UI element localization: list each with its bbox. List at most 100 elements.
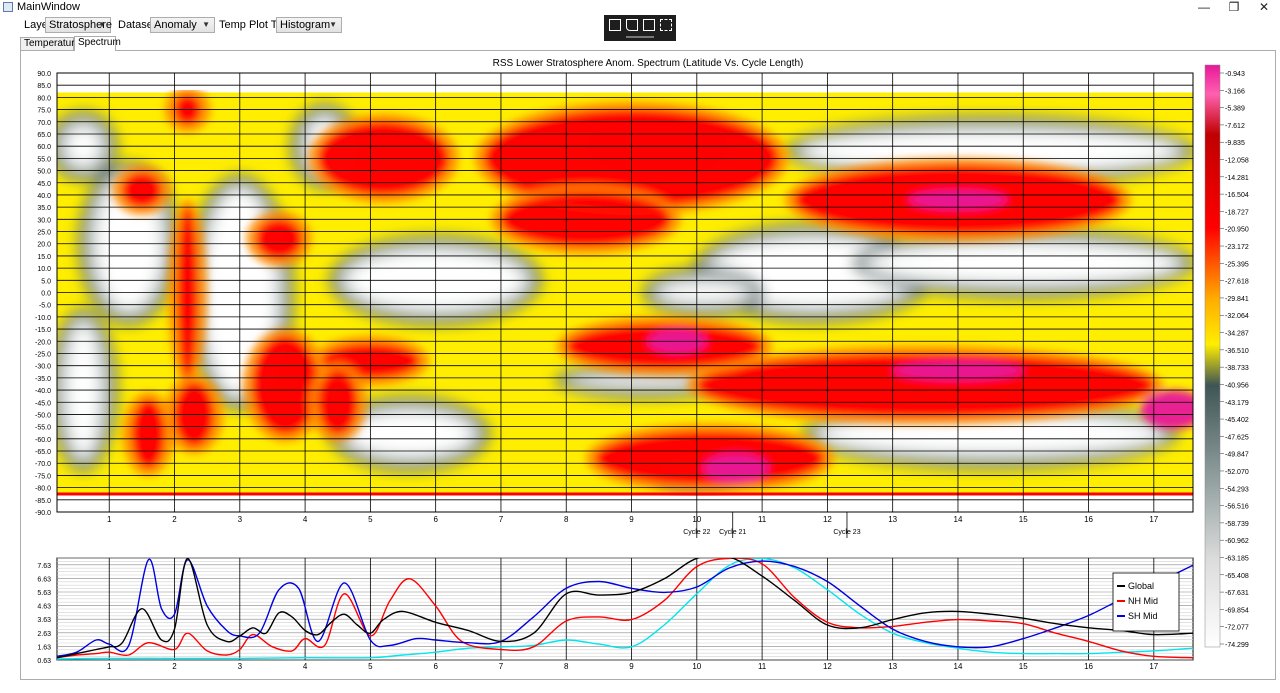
colorbar-label: -54.293 [1225, 486, 1249, 493]
line-chart-y-tick-label: 1.63 [37, 644, 51, 651]
layer-select-value: Stratosphere [49, 19, 112, 31]
heatmap-y-tick-label: 0.0 [41, 291, 51, 298]
cycle-markers: Cycle 22 Cycle 21 Cycle 23 [683, 512, 861, 538]
toolbar-grip[interactable] [626, 36, 654, 38]
tab-temperature[interactable]: Temperature [20, 37, 80, 50]
heatmap-x-tick-label: 6 [433, 515, 438, 524]
chevron-down-icon: ▼ [329, 20, 337, 29]
colorbar-label: -38.733 [1225, 365, 1249, 372]
warm-blob [696, 353, 1154, 417]
heatmap-y-tick-label: -90.0 [35, 510, 51, 517]
colorbar-label: -29.841 [1225, 296, 1249, 303]
colorbar-label: -23.172 [1225, 244, 1249, 251]
colorbar-labels: -0.943 -3.166 -5.389 -7.612 -9.835 -12.058 -14… [1220, 71, 1249, 649]
heatmap-y-tick-label: 40.0 [37, 193, 51, 200]
line-chart-x-tick-label: 1 [107, 662, 112, 671]
colorbar-label: -9.835 [1225, 140, 1245, 147]
heatmap-y-tick-label: -15.0 [35, 327, 51, 334]
line-chart-y-tick-label: 6.63 [37, 576, 51, 583]
heatmap-y-tick-label: 85.0 [37, 83, 51, 90]
colorbar-label: -47.625 [1225, 434, 1249, 441]
cycle-marker-label: Cycle 22 [683, 529, 710, 536]
restore-button[interactable]: ❐ [1228, 0, 1240, 14]
colorbar-label: -60.962 [1225, 538, 1249, 545]
charts-svg: RSS Lower Stratosphere Anom. Spectrum (L… [35, 58, 1249, 671]
line-chart-y-tick-label: 2.63 [37, 631, 51, 638]
layer-select[interactable]: Stratosphere ▼ [45, 17, 112, 33]
line-chart-x-tick-label: 9 [629, 662, 634, 671]
line-chart-x-tick-label: 10 [692, 662, 701, 671]
colorbar-label: -18.727 [1225, 209, 1249, 216]
export-icon[interactable] [609, 19, 621, 31]
select-icon[interactable] [626, 19, 638, 31]
colorbar-label: -49.847 [1225, 452, 1249, 459]
warm-blob [252, 336, 319, 434]
heatmap-x-tick-label: 12 [823, 515, 832, 524]
line-chart-y-tick-label: 3.63 [37, 617, 51, 624]
heatmap-y-tick-label: -35.0 [35, 376, 51, 383]
legend-label: NH Mid [1128, 596, 1158, 606]
heatmap-y-tick-label: 35.0 [37, 205, 51, 212]
colorbar-label: -58.739 [1225, 521, 1249, 528]
heatmap-x-tick-label: 5 [368, 515, 373, 524]
line-chart-x-tick-label: 8 [564, 662, 569, 671]
colorbar-label: -25.395 [1225, 261, 1249, 268]
colorbar-label: -27.618 [1225, 279, 1249, 286]
colorbar-label: -69.854 [1225, 607, 1249, 614]
line-chart-x-tick-label: 6 [433, 662, 438, 671]
heatmap-x-tick-label: 16 [1084, 515, 1093, 524]
line-chart-grid [56, 557, 1194, 661]
cool-blob-core [349, 414, 470, 454]
colorbar-label: -16.504 [1225, 192, 1249, 199]
colorbar-label: -5.389 [1225, 106, 1245, 113]
heatmap-x-tick-label: 17 [1149, 515, 1158, 524]
cursor-plot-icon[interactable] [660, 19, 672, 31]
heatmap-x-tick-label: 11 [758, 515, 767, 524]
heatmap-y-tick-label: -30.0 [35, 364, 51, 371]
series-unlabeled-line [57, 558, 1193, 660]
heatmap-x-tick-label: 4 [303, 515, 308, 524]
heatmap-title: RSS Lower Stratosphere Anom. Spectrum (L… [493, 58, 804, 69]
colorbar-label: -36.510 [1225, 348, 1249, 355]
line-chart-y-axis: 7.63 6.63 5.63 4.63 3.63 2.63 1.63 0.63 [37, 563, 51, 665]
line-chart-y-tick-label: 0.63 [37, 658, 51, 665]
colorbar-label: -56.516 [1225, 504, 1249, 511]
line-chart-legend: Global NH Mid SH Mid [1112, 572, 1180, 632]
floating-chart-toolbar [604, 15, 676, 41]
line-chart-x-tick-label: 13 [888, 662, 897, 671]
cool-blob-core [806, 134, 1175, 168]
colorbar-label: -14.281 [1225, 175, 1249, 182]
heatmap-grid [56, 72, 1194, 513]
line-chart-x-axis: 1 2 3 4 5 6 7 8 9 10 11 12 13 14 15 16 17 [107, 662, 1159, 671]
line-chart-series [57, 558, 1193, 660]
plot-type-select[interactable]: Histogram ▼ [276, 17, 342, 33]
heatmap-x-tick-label: 13 [888, 515, 897, 524]
colorbar-label: -74.299 [1225, 642, 1249, 649]
heatmap-y-tick-label: 80.0 [37, 95, 51, 102]
heatmap-y-tick-label: 65.0 [37, 132, 51, 139]
heatmap-y-tick-label: -80.0 [35, 486, 51, 493]
heatmap-x-tick-label: 8 [564, 515, 569, 524]
legend-label: SH Mid [1128, 611, 1158, 621]
heatmap-y-tick-label: 5.0 [41, 278, 51, 285]
heatmap-x-tick-label: 9 [629, 515, 634, 524]
heatmap-y-tick-label: 75.0 [37, 108, 51, 115]
heatmap-y-tick-label: 30.0 [37, 217, 51, 224]
line-chart-x-tick-label: 14 [954, 662, 963, 671]
close-button[interactable]: ✕ [1258, 0, 1270, 14]
dataset-select[interactable]: Anomaly ▼ [150, 17, 215, 33]
heatmap-surface [57, 90, 1193, 496]
cool-blob-core [823, 417, 1159, 451]
line-chart-x-tick-label: 3 [238, 662, 243, 671]
line-chart-x-tick-label: 11 [758, 662, 767, 671]
series-sh-mid-line [57, 558, 1193, 657]
heatmap-y-tick-label: -25.0 [35, 351, 51, 358]
line-chart-x-tick-label: 5 [368, 662, 373, 671]
minimize-button[interactable]: — [1198, 0, 1210, 14]
tab-spectrum[interactable]: Spectrum [74, 36, 121, 51]
heatmap-y-tick-label: -55.0 [35, 425, 51, 432]
cool-blob-core [574, 377, 715, 384]
colorbar-label: -3.166 [1225, 88, 1245, 95]
dataset-select-value: Anomaly [154, 19, 197, 31]
zoom-fit-icon[interactable] [643, 19, 655, 31]
